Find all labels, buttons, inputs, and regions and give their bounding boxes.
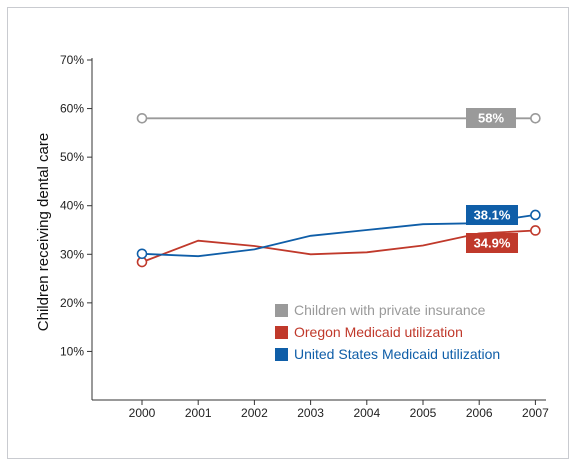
x-tick-label: 2001 [185, 406, 212, 420]
x-tick-label: 2000 [129, 406, 156, 420]
y-tick-label: 20% [60, 296, 84, 310]
y-tick-label: 40% [60, 199, 84, 213]
y-tick-label: 30% [60, 247, 84, 261]
x-tick-label: 2003 [297, 406, 324, 420]
legend-label-2: United States Medicaid utilization [294, 346, 500, 362]
y-tick-label: 10% [60, 344, 84, 358]
end-label-box-0 [466, 108, 516, 128]
series-marker-end-2 [530, 209, 541, 221]
series-marker-start-2 [136, 248, 148, 260]
y-tick-label: 60% [60, 102, 84, 116]
series-marker-start-0 [136, 112, 148, 124]
legend-swatch-1 [275, 326, 288, 339]
legend-swatch-0 [275, 304, 288, 317]
end-label-1: 34.9% [474, 236, 511, 251]
legend: Children with private insurance Oregon Me… [275, 302, 500, 362]
end-label-group: 58% 34.9% 38.1% [466, 108, 518, 253]
end-label-2: 38.1% [474, 208, 511, 223]
series-marker-end-0 [530, 112, 541, 124]
x-tick-label: 2005 [410, 406, 437, 420]
x-tick-label: 2007 [522, 406, 549, 420]
legend-label-0: Children with private insurance [294, 302, 486, 318]
end-label-0: 58% [478, 111, 504, 126]
y-tick-label: 70% [60, 53, 84, 67]
end-label-box-2 [466, 205, 518, 225]
series-marker-end-1 [530, 225, 541, 236]
legend-label-1: Oregon Medicaid utilization [294, 324, 463, 340]
y-tick-label: 50% [60, 150, 84, 164]
axes: 10% 20% 30% 40% 50% 60% 70% 2000 2001 2002 2003 200… [60, 53, 549, 420]
x-tick-label: 2002 [241, 406, 268, 420]
x-tick-label: 2006 [466, 406, 493, 420]
legend-swatch-2 [275, 348, 288, 361]
end-label-box-1 [466, 233, 518, 253]
y-axis-label: Children receiving dental care [35, 133, 52, 331]
x-tick-label: 2004 [353, 406, 380, 420]
